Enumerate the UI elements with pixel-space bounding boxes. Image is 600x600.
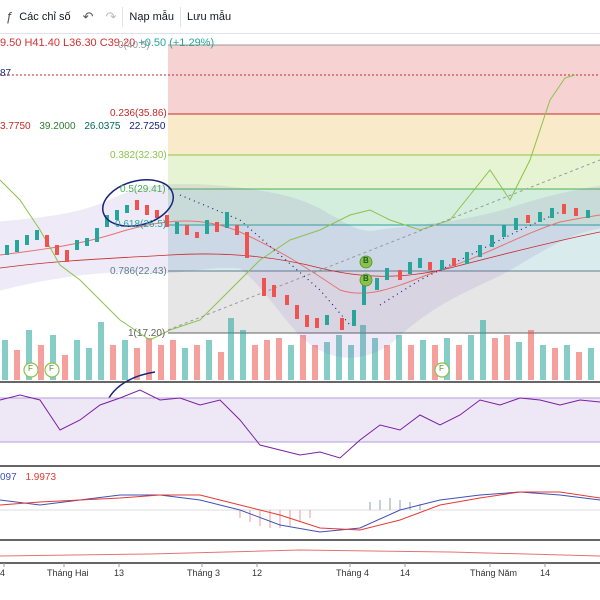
- rsi-line: [0, 389, 600, 459]
- indicators-label: Các chỉ số: [19, 10, 71, 23]
- undo-icon: ↶: [82, 8, 94, 24]
- ohlc-legend: 9.50 H41.40 L36.30 C39.20 +0.50 (+1.29%): [0, 37, 214, 49]
- x-axis-label: 14: [540, 568, 551, 578]
- indicator-value-1: 3.7750: [0, 121, 31, 132]
- fib-label-0236: 0.236(35.86): [110, 108, 167, 119]
- buy-signal-label: B: [363, 256, 369, 265]
- high-value: H41.40: [24, 37, 60, 49]
- candlesticks: [5, 200, 590, 330]
- bollinger-band-fill: [0, 183, 600, 358]
- fib-zone-0-0236: [168, 45, 600, 114]
- indicators-icon: ƒ: [6, 9, 14, 24]
- chart-toolbar: ƒ Các chỉ số ↶ ↷ Nạp mẫu Lưu mẫu: [0, 0, 600, 34]
- fib-label-0: 0(40.5): [118, 40, 150, 51]
- buy-signal-marker[interactable]: [359, 273, 373, 287]
- toolbar-divider: [122, 6, 124, 27]
- x-axis-label: 12: [252, 568, 263, 578]
- bottom-indicator-line: [0, 549, 600, 557]
- price-label-top: 87: [0, 68, 12, 79]
- trend-line-dashed: [167, 159, 600, 331]
- indicator-value-2: 39.2000: [39, 121, 76, 132]
- fib-label-0382: 0.382(32.30): [110, 150, 167, 161]
- indicator-value-3: 26.0375: [84, 121, 121, 132]
- fib-zone-0236-0382: [168, 114, 600, 155]
- rsi-band: [0, 398, 600, 442]
- fib-label-1: 1(17.20): [128, 328, 166, 339]
- fib-label-0786: 0.786(22.43): [110, 266, 167, 277]
- x-axis-label: 4: [0, 568, 6, 578]
- fib-zone-0786-1: [168, 271, 600, 333]
- bollinger-mid-line: [0, 214, 600, 294]
- moving-average-line: [0, 231, 600, 277]
- signal-line-green: [0, 74, 576, 341]
- fib-signal-label: F: [49, 364, 54, 373]
- macd-signal-line: [0, 491, 600, 531]
- x-axis-label: Tháng Năm: [470, 568, 518, 578]
- fib-signal-marker[interactable]: [44, 362, 60, 378]
- x-axis-label: 13: [114, 568, 125, 578]
- macd-value-labels: 097 1.9973: [0, 472, 56, 483]
- x-axis-label: 14: [400, 568, 411, 578]
- fib-signal-label: F: [28, 364, 33, 373]
- indicator-value-4: 22.7250: [129, 121, 166, 132]
- x-axis-ticks: [3, 563, 546, 567]
- fib-signal-label: F: [439, 364, 444, 373]
- open-value: 9.50: [0, 37, 22, 49]
- macd-value-1: 097: [0, 472, 17, 483]
- undo-button[interactable]: ↶: [77, 0, 100, 33]
- annotation-ellipse-top: [102, 179, 174, 227]
- x-axis-label: Tháng 4: [336, 568, 370, 578]
- macd-value-2: 1.9973: [25, 472, 57, 483]
- load-template-label: Nạp mẫu: [129, 10, 175, 23]
- macd-line: [0, 491, 600, 533]
- fib-signal-marker[interactable]: [434, 362, 450, 378]
- load-template-button[interactable]: Nạp mẫu: [123, 0, 180, 33]
- fib-signal-marker[interactable]: [23, 362, 39, 378]
- save-template-button[interactable]: Lưu mẫu: [181, 0, 237, 33]
- volume-bars: [2, 318, 594, 380]
- change-value: +0.50 (+1.29%): [138, 37, 215, 49]
- close-value: C39.20: [99, 37, 136, 49]
- fib-zone-0382-05: [168, 155, 600, 189]
- redo-button[interactable]: ↷: [100, 0, 123, 33]
- x-axis-label: Tháng 3: [187, 568, 221, 578]
- x-axis-label: Tháng Hai: [47, 568, 89, 578]
- buy-signal-label: B: [363, 274, 369, 283]
- fib-label-0618: 0.618(26.5): [115, 219, 167, 230]
- low-value: L36.30: [63, 37, 97, 49]
- indicators-button[interactable]: ƒ Các chỉ số: [0, 0, 77, 33]
- buy-signal-marker[interactable]: [359, 255, 373, 269]
- save-template-label: Lưu mẫu: [187, 10, 232, 23]
- toolbar-divider: [180, 6, 182, 27]
- fib-label-05: 0.5(29.41): [120, 184, 166, 195]
- indicator-values: 3.7750 39.2000 26.0375 22.7250: [0, 121, 165, 132]
- redo-icon: ↷: [105, 8, 117, 24]
